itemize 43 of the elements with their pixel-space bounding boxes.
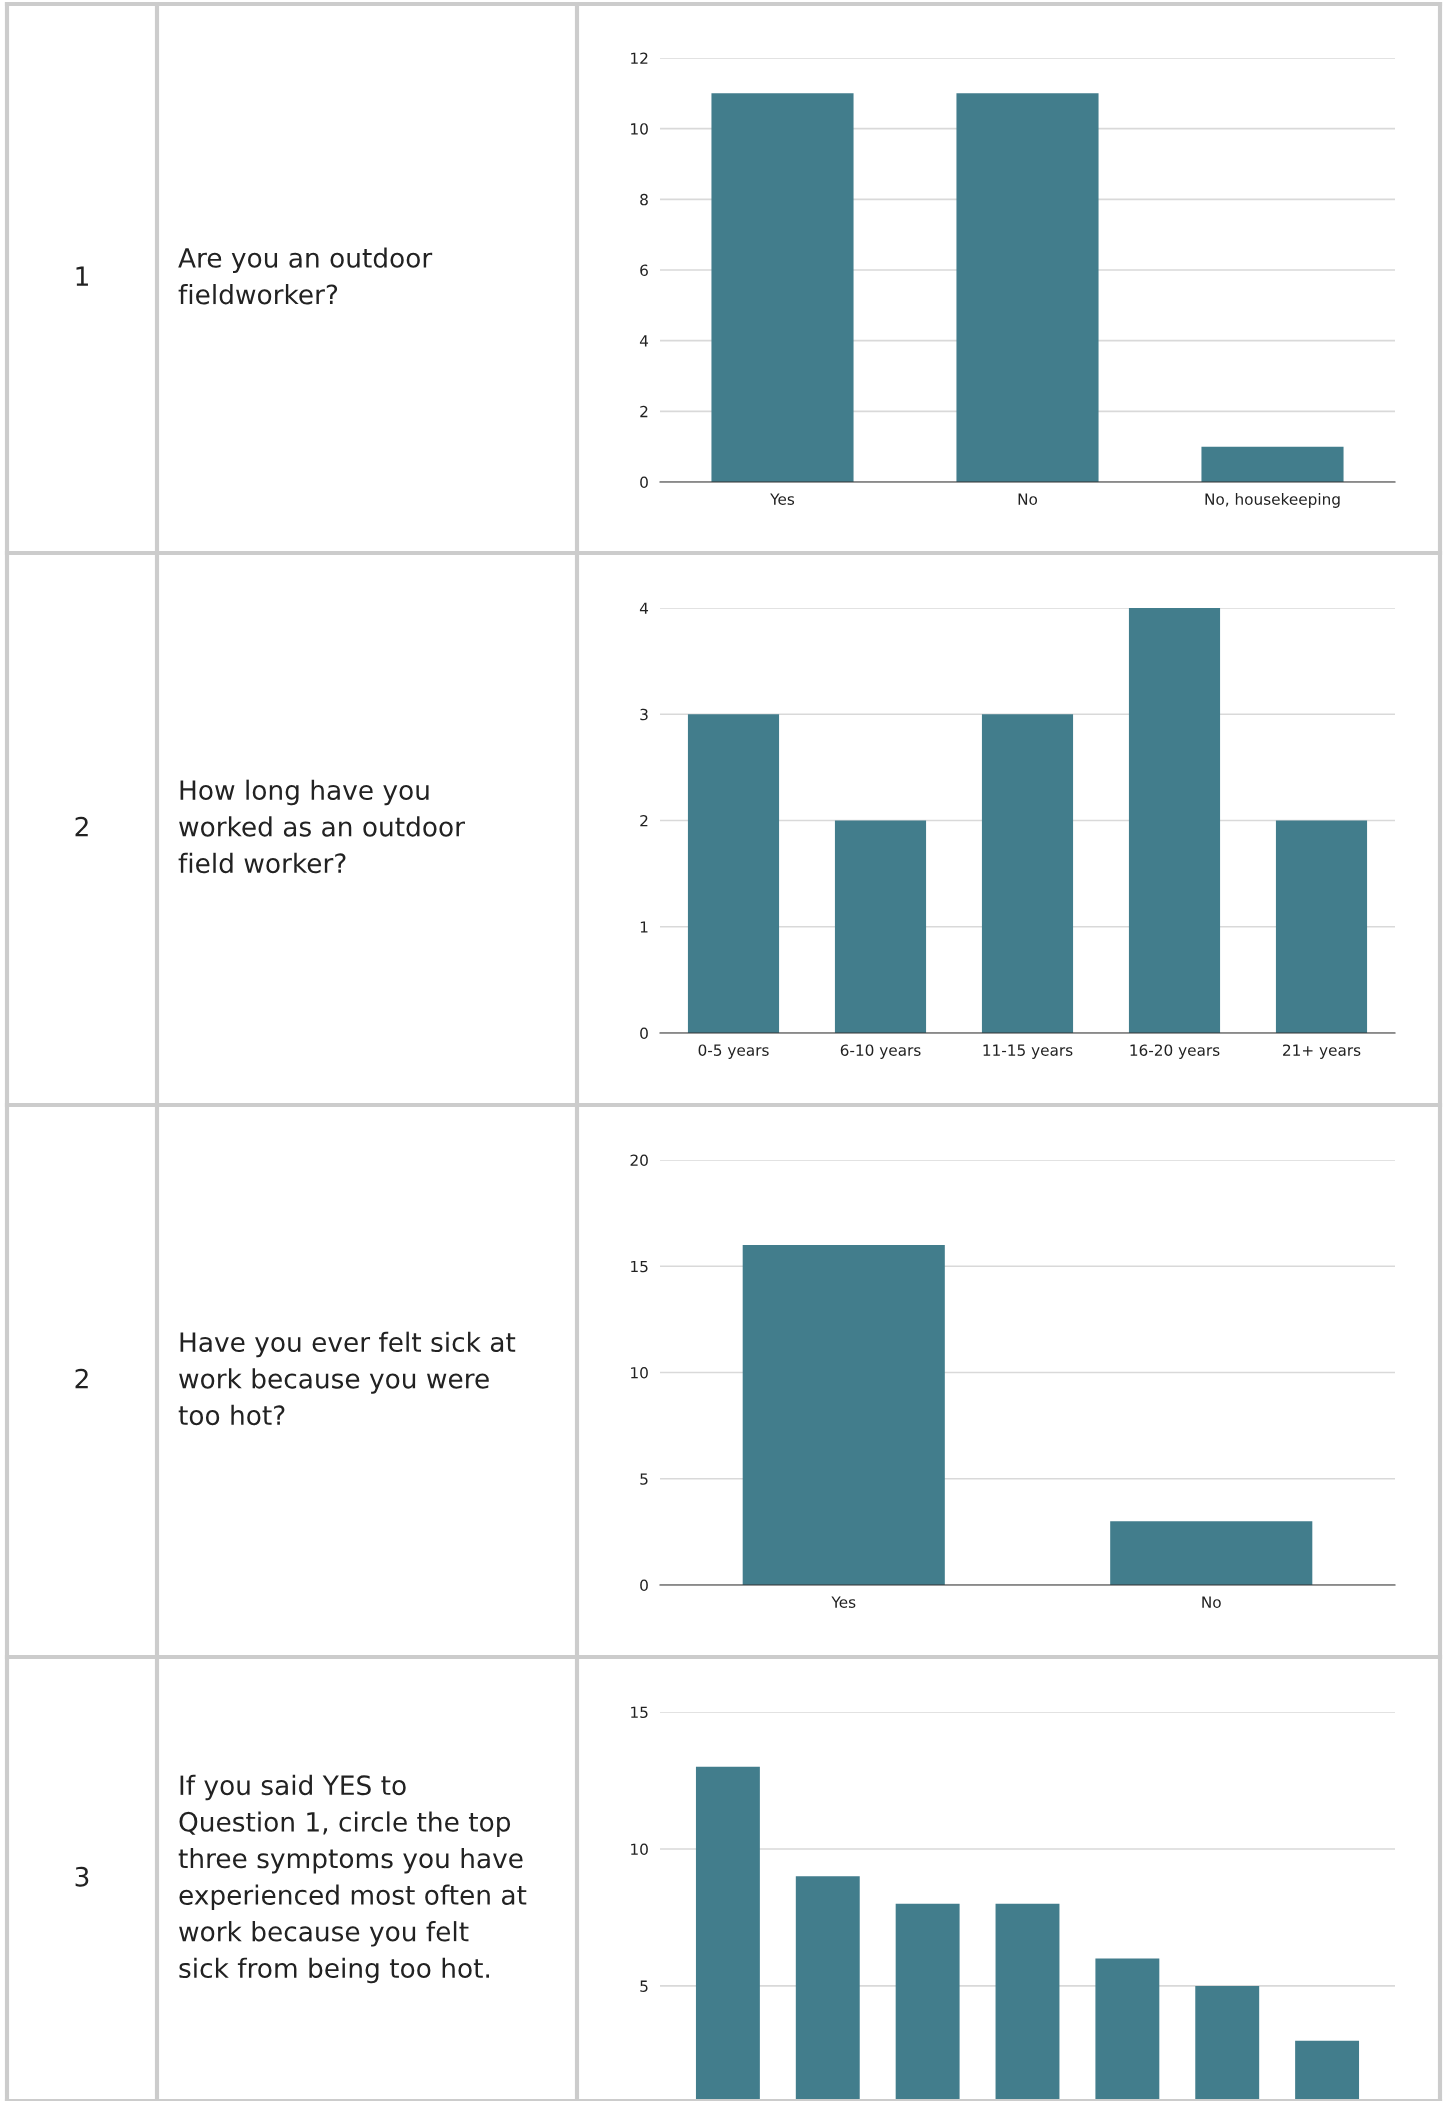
x-tick-label: 0-5 years [698,1044,769,1059]
y-tick-label: 15 [631,1706,648,1719]
text: If you said YES to Question 1, circle the top three symptoms you have experienced most often at work because you felt sick from being too hot. [178,1774,527,1984]
bar [981,714,1074,1033]
y-tick-label: 10 [631,123,648,135]
bar [834,820,927,1033]
text: 3 [75,1866,89,1887]
y-tick-label: 10 [631,1366,648,1379]
x-tick-label: No, housekeeping [1205,493,1340,508]
x-tick-label: 6-10 years [840,1044,921,1059]
bar [1128,608,1221,1033]
y-tick-label: 3 [640,708,648,721]
y-tick-label: 0 [640,1027,648,1040]
bar [1275,820,1368,1033]
y-tick-label: 8 [640,193,648,206]
y-tick-label: 4 [639,335,649,347]
text: Are you an outdoor fieldworker? [178,247,433,305]
y-tick-label: 10 [631,1843,648,1855]
y-tick-label: 5 [640,1980,648,1992]
text: 2 [75,816,88,837]
y-tick-label: 0 [640,1579,648,1592]
x-tick-label: Yes [770,493,795,505]
text: 1 [76,266,88,286]
y-tick-label: 20 [630,1154,648,1167]
y-tick-label: 6 [640,264,648,277]
x-tick-label: 16-20 years [1130,1044,1220,1059]
y-tick-label: 1 [640,921,648,933]
text: How long have you worked as an outdoor field worker? [178,779,465,874]
y-tick-label: 15 [631,1260,648,1273]
y-tick-label: 2 [640,405,648,418]
y-tick-label: 12 [631,52,648,64]
x-tick-label: 21+ years [1283,1044,1361,1059]
x-tick-label: 11-15 years [983,1044,1073,1059]
y-tick-label: 5 [640,1473,648,1485]
text: Have you ever felt sick at work because you were too hot? [178,1331,516,1426]
text: 2 [75,1368,88,1389]
y-tick-label: 0 [640,476,648,489]
y-tick-label: 4 [639,602,649,614]
x-tick-label: No [1018,493,1038,505]
y-tick-label: 2 [640,814,648,827]
bar [687,714,780,1033]
x-tick-label: Yes [831,1596,856,1608]
x-tick-label: No [1202,1596,1221,1608]
